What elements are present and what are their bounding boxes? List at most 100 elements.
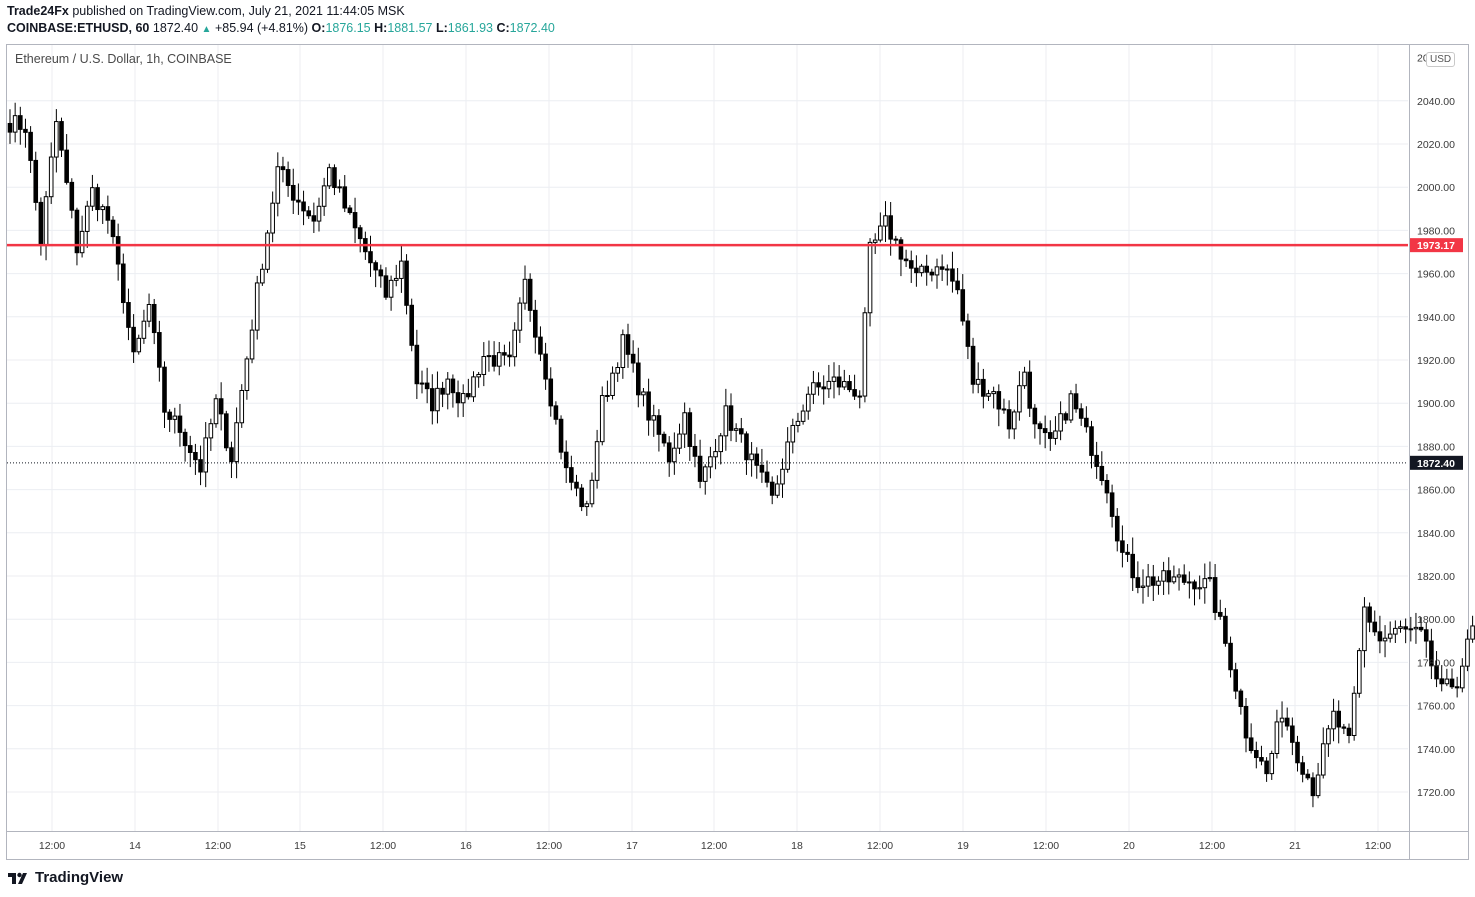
candle-bear xyxy=(1423,629,1429,642)
grid xyxy=(7,45,1408,831)
candle-bull xyxy=(84,205,90,232)
candle-bull xyxy=(399,260,404,279)
candle-bull xyxy=(1357,650,1362,694)
candle-bear xyxy=(424,382,430,390)
candle-bear xyxy=(126,302,131,328)
candle-bear xyxy=(18,115,23,130)
candle-bear xyxy=(1290,725,1295,743)
candle-bear xyxy=(939,266,945,270)
publisher-name: Trade24Fx xyxy=(7,4,69,18)
candle-bear xyxy=(1073,393,1079,410)
candle-bull xyxy=(862,312,868,397)
candle-bear xyxy=(1372,621,1378,633)
low-label: L: xyxy=(435,21,448,35)
candle-bear xyxy=(836,376,842,388)
candle-bull xyxy=(713,451,718,458)
candle-bear xyxy=(687,412,693,447)
candle-bear xyxy=(1300,762,1305,775)
candle-bull xyxy=(867,241,873,314)
time-tick-label: 14 xyxy=(129,840,141,852)
candle-bull xyxy=(393,277,399,281)
candle-bear xyxy=(28,131,33,161)
candle-bear xyxy=(1212,577,1218,613)
price-tick-label: 1820.00 xyxy=(1417,571,1455,583)
candle-bear xyxy=(929,271,935,276)
candle-bull xyxy=(1171,576,1177,583)
candle-bear xyxy=(1243,705,1249,739)
pane-title: Ethereum / U.S. Dollar, 1h, COINBASE xyxy=(15,52,232,66)
candle-bull xyxy=(1444,678,1450,685)
price-tick-label: 1720.00 xyxy=(1417,787,1455,799)
price-tick-label: 1760.00 xyxy=(1417,701,1455,713)
candle-bear xyxy=(507,354,512,358)
candle-bull xyxy=(12,115,18,133)
time-tick-label: 17 xyxy=(626,840,638,852)
candle-bear xyxy=(33,159,39,203)
candle-bull xyxy=(54,121,59,158)
price-axis[interactable]: 1720.00 1740.00 1760.00 1780.00 1800.00 1820.… xyxy=(1417,53,1455,799)
candle-bear xyxy=(455,392,461,404)
candle-bear xyxy=(908,260,914,269)
candle-bull xyxy=(1156,580,1161,586)
candle-bear xyxy=(1248,737,1254,752)
time-axis[interactable]: 12:00 14 12:00 15 12:00 16 12:00 17 12:00 18 12:00… xyxy=(39,840,1391,852)
candle-bull xyxy=(780,468,785,485)
candle-bear xyxy=(1130,553,1136,579)
candle-bear xyxy=(1418,626,1424,631)
candle-bull xyxy=(90,187,95,207)
candle-bear xyxy=(290,184,296,201)
candle-bear xyxy=(903,258,909,262)
candle-bull xyxy=(1011,411,1017,430)
time-tick-label: 12:00 xyxy=(205,840,231,852)
candle-bull xyxy=(1269,752,1275,775)
candle-bull xyxy=(842,381,847,388)
candle-bear xyxy=(1032,407,1038,425)
candle-bull xyxy=(934,266,940,276)
candle-bear xyxy=(1217,611,1223,617)
candle-bear xyxy=(491,355,497,367)
candle-bear xyxy=(409,304,414,346)
candle-bear xyxy=(538,336,543,355)
candle-bear xyxy=(121,263,126,304)
price-tick-label: 1840.00 xyxy=(1417,528,1455,540)
candle-bear xyxy=(23,128,28,133)
candle-bull xyxy=(682,412,687,435)
candle-bear xyxy=(1048,432,1053,439)
candle-bull xyxy=(1465,638,1470,667)
candle-bull xyxy=(1140,585,1146,588)
candle-bull xyxy=(1274,721,1280,754)
candle-bull xyxy=(1413,626,1419,630)
candle-bear xyxy=(1089,426,1094,456)
candle-bull xyxy=(991,391,996,395)
candle-bear xyxy=(198,459,203,473)
candle-bear xyxy=(574,481,579,489)
candle-bear xyxy=(543,353,548,380)
currency-badge[interactable]: USD xyxy=(1426,52,1456,67)
candle-bear xyxy=(1151,576,1156,586)
candle-bear xyxy=(157,332,162,368)
high-label: H: xyxy=(374,21,388,35)
candle-bear xyxy=(280,166,286,171)
candle-bear xyxy=(352,212,358,229)
candle-bear xyxy=(1439,678,1445,685)
candle-bull xyxy=(481,356,487,375)
candle-bear xyxy=(301,201,306,212)
candle-bear xyxy=(646,391,651,421)
candle-bear xyxy=(1042,428,1048,434)
candle-bear xyxy=(450,378,456,394)
time-tick-label: 12:00 xyxy=(1365,840,1391,852)
candle-bear xyxy=(666,442,672,463)
candle-bull xyxy=(872,239,878,243)
candle-bear xyxy=(1367,606,1372,623)
candle-bull xyxy=(708,456,713,468)
candle-bull xyxy=(1408,628,1414,631)
candle-bull xyxy=(775,483,780,496)
candle-bear xyxy=(1223,615,1228,644)
candle-bear xyxy=(754,453,760,466)
candle-bear xyxy=(553,405,559,420)
candle-bear xyxy=(296,199,301,203)
candle-bear xyxy=(1429,640,1434,667)
candle-bear xyxy=(764,471,770,483)
candle-bull xyxy=(239,390,245,424)
